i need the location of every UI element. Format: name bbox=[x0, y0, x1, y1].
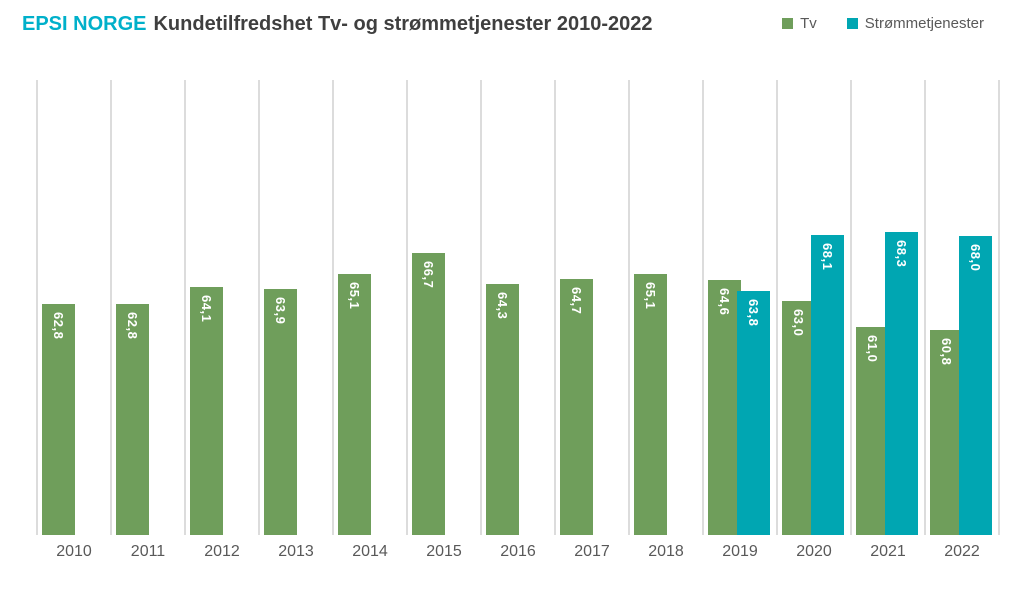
brand-epsi-norge: EPSI NORGE bbox=[22, 13, 147, 35]
bar-value-label: 66,7 bbox=[421, 261, 436, 289]
bar-tv-2016: 64,3 bbox=[486, 284, 519, 535]
bar-tv-2015: 66,7 bbox=[412, 253, 445, 535]
bar-tv-2014: 65,1 bbox=[338, 274, 371, 535]
bar-value-label: 68,3 bbox=[894, 240, 909, 268]
x-axis-label-2016: 2016 bbox=[500, 543, 536, 560]
bar-value-label: 62,8 bbox=[125, 312, 140, 340]
x-axis-label-2012: 2012 bbox=[204, 543, 240, 560]
bar-str-mmetjenester-2020: 68,1 bbox=[811, 235, 844, 535]
legend-swatch-strommetjenester bbox=[846, 18, 858, 29]
gridline bbox=[998, 80, 1000, 535]
bar-value-label: 64,1 bbox=[199, 295, 214, 323]
bar-str-mmetjenester-2019: 63,8 bbox=[737, 291, 770, 535]
bar-tv-2010: 62,8 bbox=[42, 304, 75, 535]
bar-tv-2012: 64,1 bbox=[190, 287, 223, 535]
gridline bbox=[480, 80, 482, 535]
x-axis-label-2018: 2018 bbox=[648, 543, 684, 560]
bar-tv-2019: 64,6 bbox=[708, 280, 741, 535]
legend-item-tv: Tv bbox=[782, 15, 817, 32]
bar-value-label: 60,8 bbox=[939, 338, 954, 366]
gridline bbox=[776, 80, 778, 535]
chart-title-text: Kundetilfredshet Tv- og strømmetjenester… bbox=[153, 13, 653, 35]
gridline bbox=[406, 80, 408, 535]
bar-value-label: 65,1 bbox=[347, 282, 362, 310]
gridline bbox=[702, 80, 704, 535]
bar-tv-2020: 63,0 bbox=[782, 301, 815, 535]
bar-tv-2013: 63,9 bbox=[264, 289, 297, 535]
x-axis-label-2013: 2013 bbox=[278, 543, 314, 560]
bar-value-label: 68,0 bbox=[968, 244, 983, 272]
bar-value-label: 68,1 bbox=[820, 243, 835, 271]
gridline bbox=[36, 80, 38, 535]
chart-title: EPSI NORGE Kundetilfredshet Tv- og strømm… bbox=[22, 13, 653, 36]
legend-label-strommetjenester: Strømmetjenester bbox=[864, 15, 984, 32]
bar-tv-2022: 60,8 bbox=[930, 330, 963, 535]
gridline bbox=[332, 80, 334, 535]
bar-str-mmetjenester-2022: 68,0 bbox=[959, 236, 992, 535]
x-axis-label-2022: 2022 bbox=[944, 543, 980, 560]
gridline bbox=[628, 80, 630, 535]
x-axis-label-2015: 2015 bbox=[426, 543, 462, 560]
legend-label-tv: Tv bbox=[800, 15, 817, 32]
bar-tv-2017: 64,7 bbox=[560, 279, 593, 535]
gridline bbox=[258, 80, 260, 535]
legend-item-strommetjenester: Strømmetjenester bbox=[846, 15, 984, 32]
bar-value-label: 61,0 bbox=[865, 335, 880, 363]
gridline bbox=[554, 80, 556, 535]
bar-tv-2018: 65,1 bbox=[634, 274, 667, 535]
x-axis-label-2019: 2019 bbox=[722, 543, 758, 560]
x-axis-label-2020: 2020 bbox=[796, 543, 832, 560]
legend: Tv Strømmetjenester bbox=[782, 15, 984, 32]
bar-tv-2011: 62,8 bbox=[116, 304, 149, 535]
bar-value-label: 62,8 bbox=[51, 312, 66, 340]
x-axis-label-2011: 2011 bbox=[130, 543, 166, 560]
bar-value-label: 63,9 bbox=[273, 297, 288, 325]
gridline bbox=[184, 80, 186, 535]
bar-value-label: 63,0 bbox=[791, 309, 806, 337]
bar-value-label: 65,1 bbox=[643, 282, 658, 310]
legend-swatch-tv bbox=[782, 18, 794, 29]
bar-str-mmetjenester-2021: 68,3 bbox=[885, 232, 918, 535]
x-axis-label-2014: 2014 bbox=[352, 543, 388, 560]
bar-value-label: 64,3 bbox=[495, 292, 510, 320]
bar-tv-2021: 61,0 bbox=[856, 327, 889, 535]
x-axis-label-2021: 2021 bbox=[870, 543, 906, 560]
x-axis-label-2017: 2017 bbox=[574, 543, 610, 560]
bar-value-label: 63,8 bbox=[746, 299, 761, 327]
gridline bbox=[924, 80, 926, 535]
gridline bbox=[850, 80, 852, 535]
x-axis-label-2010: 2010 bbox=[56, 543, 92, 560]
bar-value-label: 64,7 bbox=[569, 287, 584, 315]
bar-value-label: 64,6 bbox=[717, 288, 732, 316]
gridline bbox=[110, 80, 112, 535]
